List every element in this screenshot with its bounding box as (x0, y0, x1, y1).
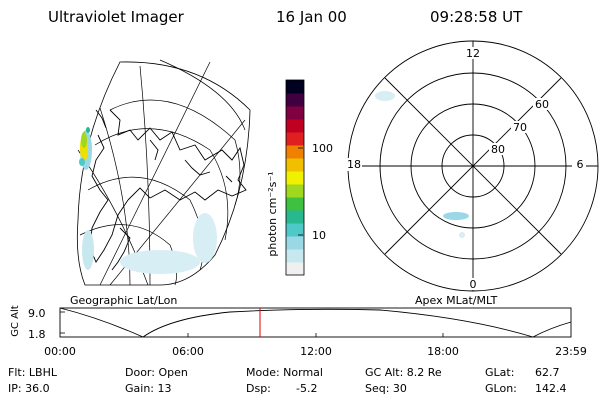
status-seq: Seq: 30 (365, 382, 407, 395)
status-glon: GLon: (485, 382, 517, 395)
colorbar-segment (286, 262, 304, 276)
colorbar (285, 79, 305, 276)
colorbar-segment (286, 197, 304, 211)
status-glat: GLat: (485, 366, 515, 379)
colorbar-segment (286, 145, 304, 159)
timeline-x-tick-0600: 06:00 (172, 345, 204, 358)
status-glon-value: 142.4 (535, 382, 567, 395)
instrument-title: Ultraviolet Imager (48, 8, 184, 26)
mlat-label-80: 80 (491, 143, 505, 156)
auroral-emission-right (375, 91, 469, 238)
status-glat-value: 62.7 (535, 366, 560, 379)
globe-outline (76, 61, 251, 286)
colorbar-ticks (298, 147, 303, 236)
status-gc-alt: GC Alt: 8.2 Re (365, 366, 442, 379)
mlt-label-18: 18 (347, 158, 361, 171)
timeline-x-tick-0000: 00:00 (44, 345, 76, 358)
mlat-label-60: 60 (535, 98, 549, 111)
altitude-timeline (59, 307, 572, 338)
date-label: 16 Jan 00 (276, 8, 347, 26)
colorbar-segment (286, 93, 304, 107)
timeline-y-tick-bottom: 1.8 (28, 328, 46, 341)
status-dsp: Dsp: (246, 382, 271, 395)
status-door: Door: Open (125, 366, 188, 379)
time-label: 09:28:58 UT (430, 8, 523, 26)
colorbar-tick-100: 100 (312, 142, 333, 155)
colorbar-segment (286, 171, 304, 185)
colorbar-segment (286, 158, 304, 172)
colorbar-outline (285, 79, 305, 276)
polar-plot (347, 40, 599, 292)
coastlines (89, 109, 247, 271)
timeline-y-label: GC Alt (10, 305, 21, 337)
mlat-label-70: 70 (513, 121, 527, 134)
timeline-x-tick-2359: 23:59 (555, 345, 587, 358)
auroral-emission-left (79, 127, 217, 274)
geographic-map (76, 59, 251, 286)
colorbar-segment (286, 184, 304, 198)
colorbar-segment (286, 106, 304, 120)
mlt-label-6: 6 (577, 158, 584, 171)
colorbar-tick-10: 10 (312, 229, 326, 242)
colorbar-segment (286, 236, 304, 250)
status-gain: Gain: 13 (125, 382, 172, 395)
mlt-label-0: 0 (470, 278, 477, 291)
right-map-caption: Apex MLat/MLT (415, 294, 498, 307)
status-dsp-value: -5.2 (296, 382, 318, 395)
colorbar-segment (286, 119, 304, 133)
colorbar-unit-label: photon cm⁻²s⁻¹ (266, 171, 279, 256)
status-mode: Mode: Normal (246, 366, 323, 379)
colorbar-segment (286, 249, 304, 263)
colorbar-segment (286, 80, 304, 94)
colorbar-segment (286, 132, 304, 146)
status-flt: Flt: LBHL (8, 366, 57, 379)
left-map-caption: Geographic Lat/Lon (70, 294, 177, 307)
timeline-x-tick-1800: 18:00 (427, 345, 459, 358)
timeline-y-tick-top: 9.0 (28, 307, 46, 320)
status-ip: IP: 36.0 (8, 382, 50, 395)
colorbar-segment (286, 223, 304, 237)
colorbar-segment (286, 210, 304, 224)
altitude-curve (59, 307, 572, 338)
timeline-x-tick-1200: 12:00 (300, 345, 332, 358)
mlt-label-12: 12 (466, 47, 480, 60)
